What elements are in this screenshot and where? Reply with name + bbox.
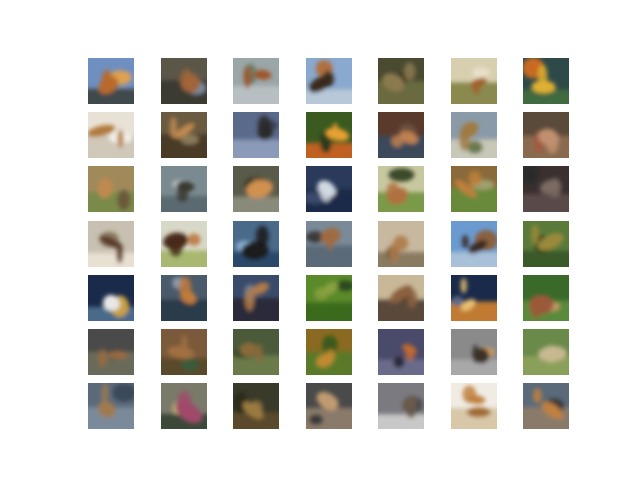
sample-image-r6-c4 bbox=[306, 329, 352, 375]
sample-image-r2-c2 bbox=[161, 112, 207, 158]
sample-image-r4-c5 bbox=[378, 221, 424, 267]
sample-image-r7-c2 bbox=[161, 383, 207, 429]
sample-image-r5-c3 bbox=[233, 275, 279, 321]
sample-image-r5-c2 bbox=[161, 275, 207, 321]
sample-image-r7-c3 bbox=[233, 383, 279, 429]
sample-image-r3-c1 bbox=[88, 166, 134, 212]
sample-image-r2-c3 bbox=[233, 112, 279, 158]
sample-image-r7-c4 bbox=[306, 383, 352, 429]
sample-image-r5-c1 bbox=[88, 275, 134, 321]
sample-image-r3-c5 bbox=[378, 166, 424, 212]
sample-image-r6-c2 bbox=[161, 329, 207, 375]
sample-image-r3-c4 bbox=[306, 166, 352, 212]
sample-image-r7-c1 bbox=[88, 383, 134, 429]
sample-image-r1-c6 bbox=[451, 58, 497, 104]
sample-image-r6-c7 bbox=[523, 329, 569, 375]
sample-image-r1-c2 bbox=[161, 58, 207, 104]
sample-image-r5-c4 bbox=[306, 275, 352, 321]
sample-image-r2-c7 bbox=[523, 112, 569, 158]
sample-image-r6-c5 bbox=[378, 329, 424, 375]
sample-image-r3-c2 bbox=[161, 166, 207, 212]
sample-image-r4-c3 bbox=[233, 221, 279, 267]
sample-image-r2-c4 bbox=[306, 112, 352, 158]
sample-image-r4-c4 bbox=[306, 221, 352, 267]
sample-image-r6-c1 bbox=[88, 329, 134, 375]
sample-image-r2-c1 bbox=[88, 112, 134, 158]
sample-image-r4-c7 bbox=[523, 221, 569, 267]
sample-image-r3-c7 bbox=[523, 166, 569, 212]
sample-image-r5-c7 bbox=[523, 275, 569, 321]
sample-image-r1-c5 bbox=[378, 58, 424, 104]
sample-image-r6-c6 bbox=[451, 329, 497, 375]
sample-image-r5-c5 bbox=[378, 275, 424, 321]
sample-image-r1-c7 bbox=[523, 58, 569, 104]
sample-image-r1-c3 bbox=[233, 58, 279, 104]
sample-image-r2-c6 bbox=[451, 112, 497, 158]
sample-image-r1-c4 bbox=[306, 58, 352, 104]
sample-image-r5-c6 bbox=[451, 275, 497, 321]
sample-image-r3-c6 bbox=[451, 166, 497, 212]
sample-image-r3-c3 bbox=[233, 166, 279, 212]
sample-image-r7-c6 bbox=[451, 383, 497, 429]
sample-image-r2-c5 bbox=[378, 112, 424, 158]
sample-image-r4-c6 bbox=[451, 221, 497, 267]
sample-image-r4-c2 bbox=[161, 221, 207, 267]
sample-image-r6-c3 bbox=[233, 329, 279, 375]
sample-image-r1-c1 bbox=[88, 58, 134, 104]
sample-image-r7-c5 bbox=[378, 383, 424, 429]
sample-image-r4-c1 bbox=[88, 221, 134, 267]
sample-image-r7-c7 bbox=[523, 383, 569, 429]
